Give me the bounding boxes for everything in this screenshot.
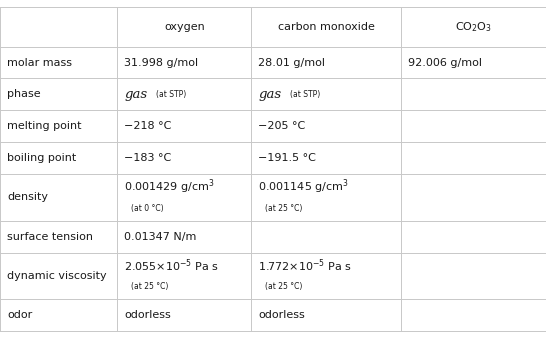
Text: carbon monoxide: carbon monoxide xyxy=(278,22,375,32)
Text: 92.006 g/mol: 92.006 g/mol xyxy=(408,57,483,68)
Text: 0.001145 g/cm$^3$: 0.001145 g/cm$^3$ xyxy=(258,177,349,196)
Text: −205 °C: −205 °C xyxy=(258,121,306,131)
Text: odorless: odorless xyxy=(258,310,305,320)
Text: surface tension: surface tension xyxy=(7,232,93,242)
Text: gas: gas xyxy=(124,88,147,101)
Text: 0.001429 g/cm$^3$: 0.001429 g/cm$^3$ xyxy=(124,177,215,196)
Text: −183 °C: −183 °C xyxy=(124,153,172,163)
Text: boiling point: boiling point xyxy=(7,153,76,163)
Text: $\mathregular{CO_2O_3}$: $\mathregular{CO_2O_3}$ xyxy=(455,20,492,33)
Text: melting point: melting point xyxy=(7,121,81,131)
Text: odor: odor xyxy=(7,310,32,320)
Text: (at STP): (at STP) xyxy=(156,90,186,99)
Text: molar mass: molar mass xyxy=(7,57,72,68)
Text: (at 25 °C): (at 25 °C) xyxy=(265,282,302,291)
Text: 2.055$\times$10$^{-5}$ Pa s: 2.055$\times$10$^{-5}$ Pa s xyxy=(124,257,219,273)
Text: odorless: odorless xyxy=(124,310,171,320)
Text: −218 °C: −218 °C xyxy=(124,121,172,131)
Text: phase: phase xyxy=(7,89,41,99)
Text: oxygen: oxygen xyxy=(164,22,205,32)
Text: 31.998 g/mol: 31.998 g/mol xyxy=(124,57,199,68)
Text: (at 0 °C): (at 0 °C) xyxy=(131,204,164,213)
Text: dynamic viscosity: dynamic viscosity xyxy=(7,271,106,281)
Text: (at 25 °C): (at 25 °C) xyxy=(131,282,168,291)
Text: 28.01 g/mol: 28.01 g/mol xyxy=(258,57,325,68)
Text: gas: gas xyxy=(258,88,281,101)
Text: −191.5 °C: −191.5 °C xyxy=(258,153,316,163)
Text: density: density xyxy=(7,192,48,202)
Text: (at 25 °C): (at 25 °C) xyxy=(265,204,302,213)
Text: 0.01347 N/m: 0.01347 N/m xyxy=(124,232,197,242)
Text: 1.772$\times$10$^{-5}$ Pa s: 1.772$\times$10$^{-5}$ Pa s xyxy=(258,257,352,273)
Text: (at STP): (at STP) xyxy=(290,90,320,99)
